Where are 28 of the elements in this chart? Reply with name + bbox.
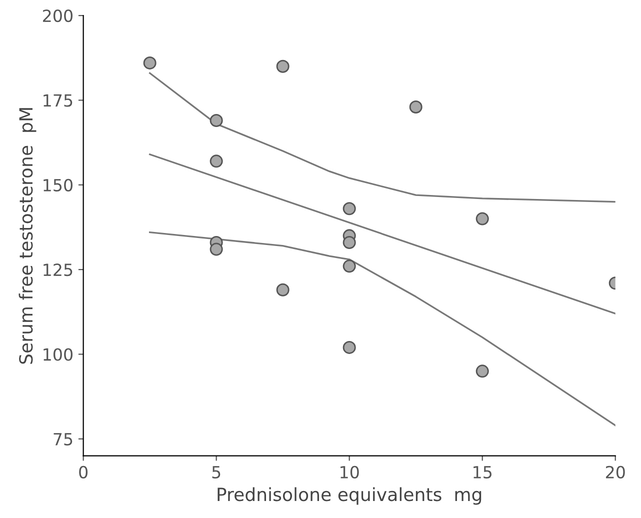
x-tick-label: 15 xyxy=(474,466,492,478)
x-tick-label: 20 xyxy=(606,466,625,478)
y-tick-label: 200 xyxy=(43,10,72,22)
point xyxy=(276,60,290,73)
point xyxy=(342,340,356,354)
line-series xyxy=(149,72,616,203)
point xyxy=(409,100,422,114)
point xyxy=(342,260,356,273)
y-tick-label: 100 xyxy=(44,348,72,361)
point xyxy=(143,56,156,70)
y-tick-label: 125 xyxy=(44,264,72,276)
point xyxy=(276,283,290,296)
point xyxy=(476,212,489,226)
x-tick-label: 0 xyxy=(79,466,88,478)
x-tick-label: 5 xyxy=(212,466,220,478)
y-axis-title: Serum free testosterone pM xyxy=(18,108,36,364)
point xyxy=(342,236,356,249)
line-series xyxy=(149,231,616,426)
y-tick-label: 175 xyxy=(44,94,72,107)
point xyxy=(476,364,489,378)
x-tick-label: 10 xyxy=(340,466,359,478)
point xyxy=(210,154,223,168)
y-tick-label: 75 xyxy=(54,433,72,446)
point xyxy=(210,114,223,128)
y-tick-label: 150 xyxy=(44,178,72,192)
x-axis-title: Prednisolone equivalents mg xyxy=(218,487,482,505)
point xyxy=(210,242,223,256)
point xyxy=(342,202,356,216)
